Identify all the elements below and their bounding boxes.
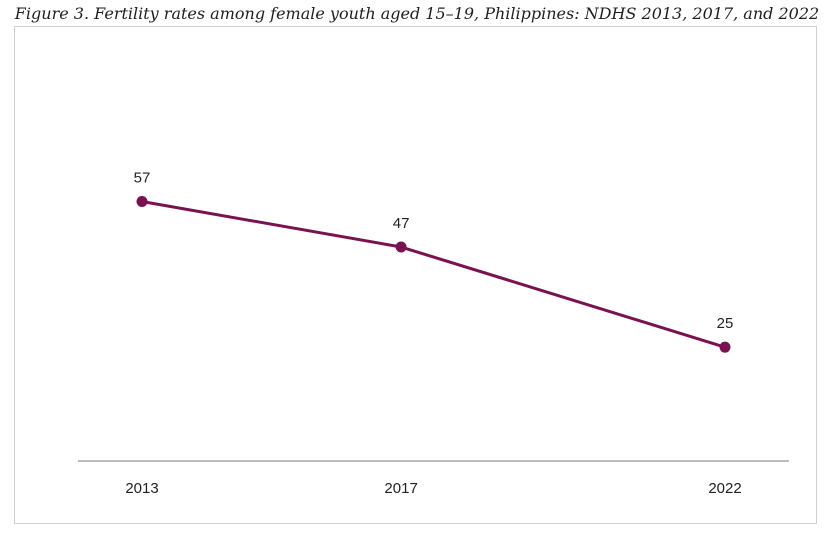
points-layer <box>136 195 731 353</box>
tick-labels-layer: 2013 2017 2022 <box>125 480 741 497</box>
figure-caption: Figure 3. Fertility rates among female y… <box>14 4 820 23</box>
chart-frame <box>14 26 817 524</box>
x-tick-label-2017: 2017 <box>384 480 417 497</box>
data-label-2013: 57 <box>134 169 151 186</box>
series-line <box>141 200 726 349</box>
data-label-2017: 47 <box>393 215 410 232</box>
x-tick-label-2022: 2022 <box>708 480 741 497</box>
data-label-2022: 25 <box>717 315 734 332</box>
data-point-2022 <box>719 341 731 353</box>
series-layer <box>141 200 726 349</box>
labels-layer: 57 47 25 <box>134 169 734 332</box>
data-point-2017 <box>395 241 407 253</box>
data-point-2013 <box>136 195 148 207</box>
x-tick-label-2013: 2013 <box>125 480 158 497</box>
